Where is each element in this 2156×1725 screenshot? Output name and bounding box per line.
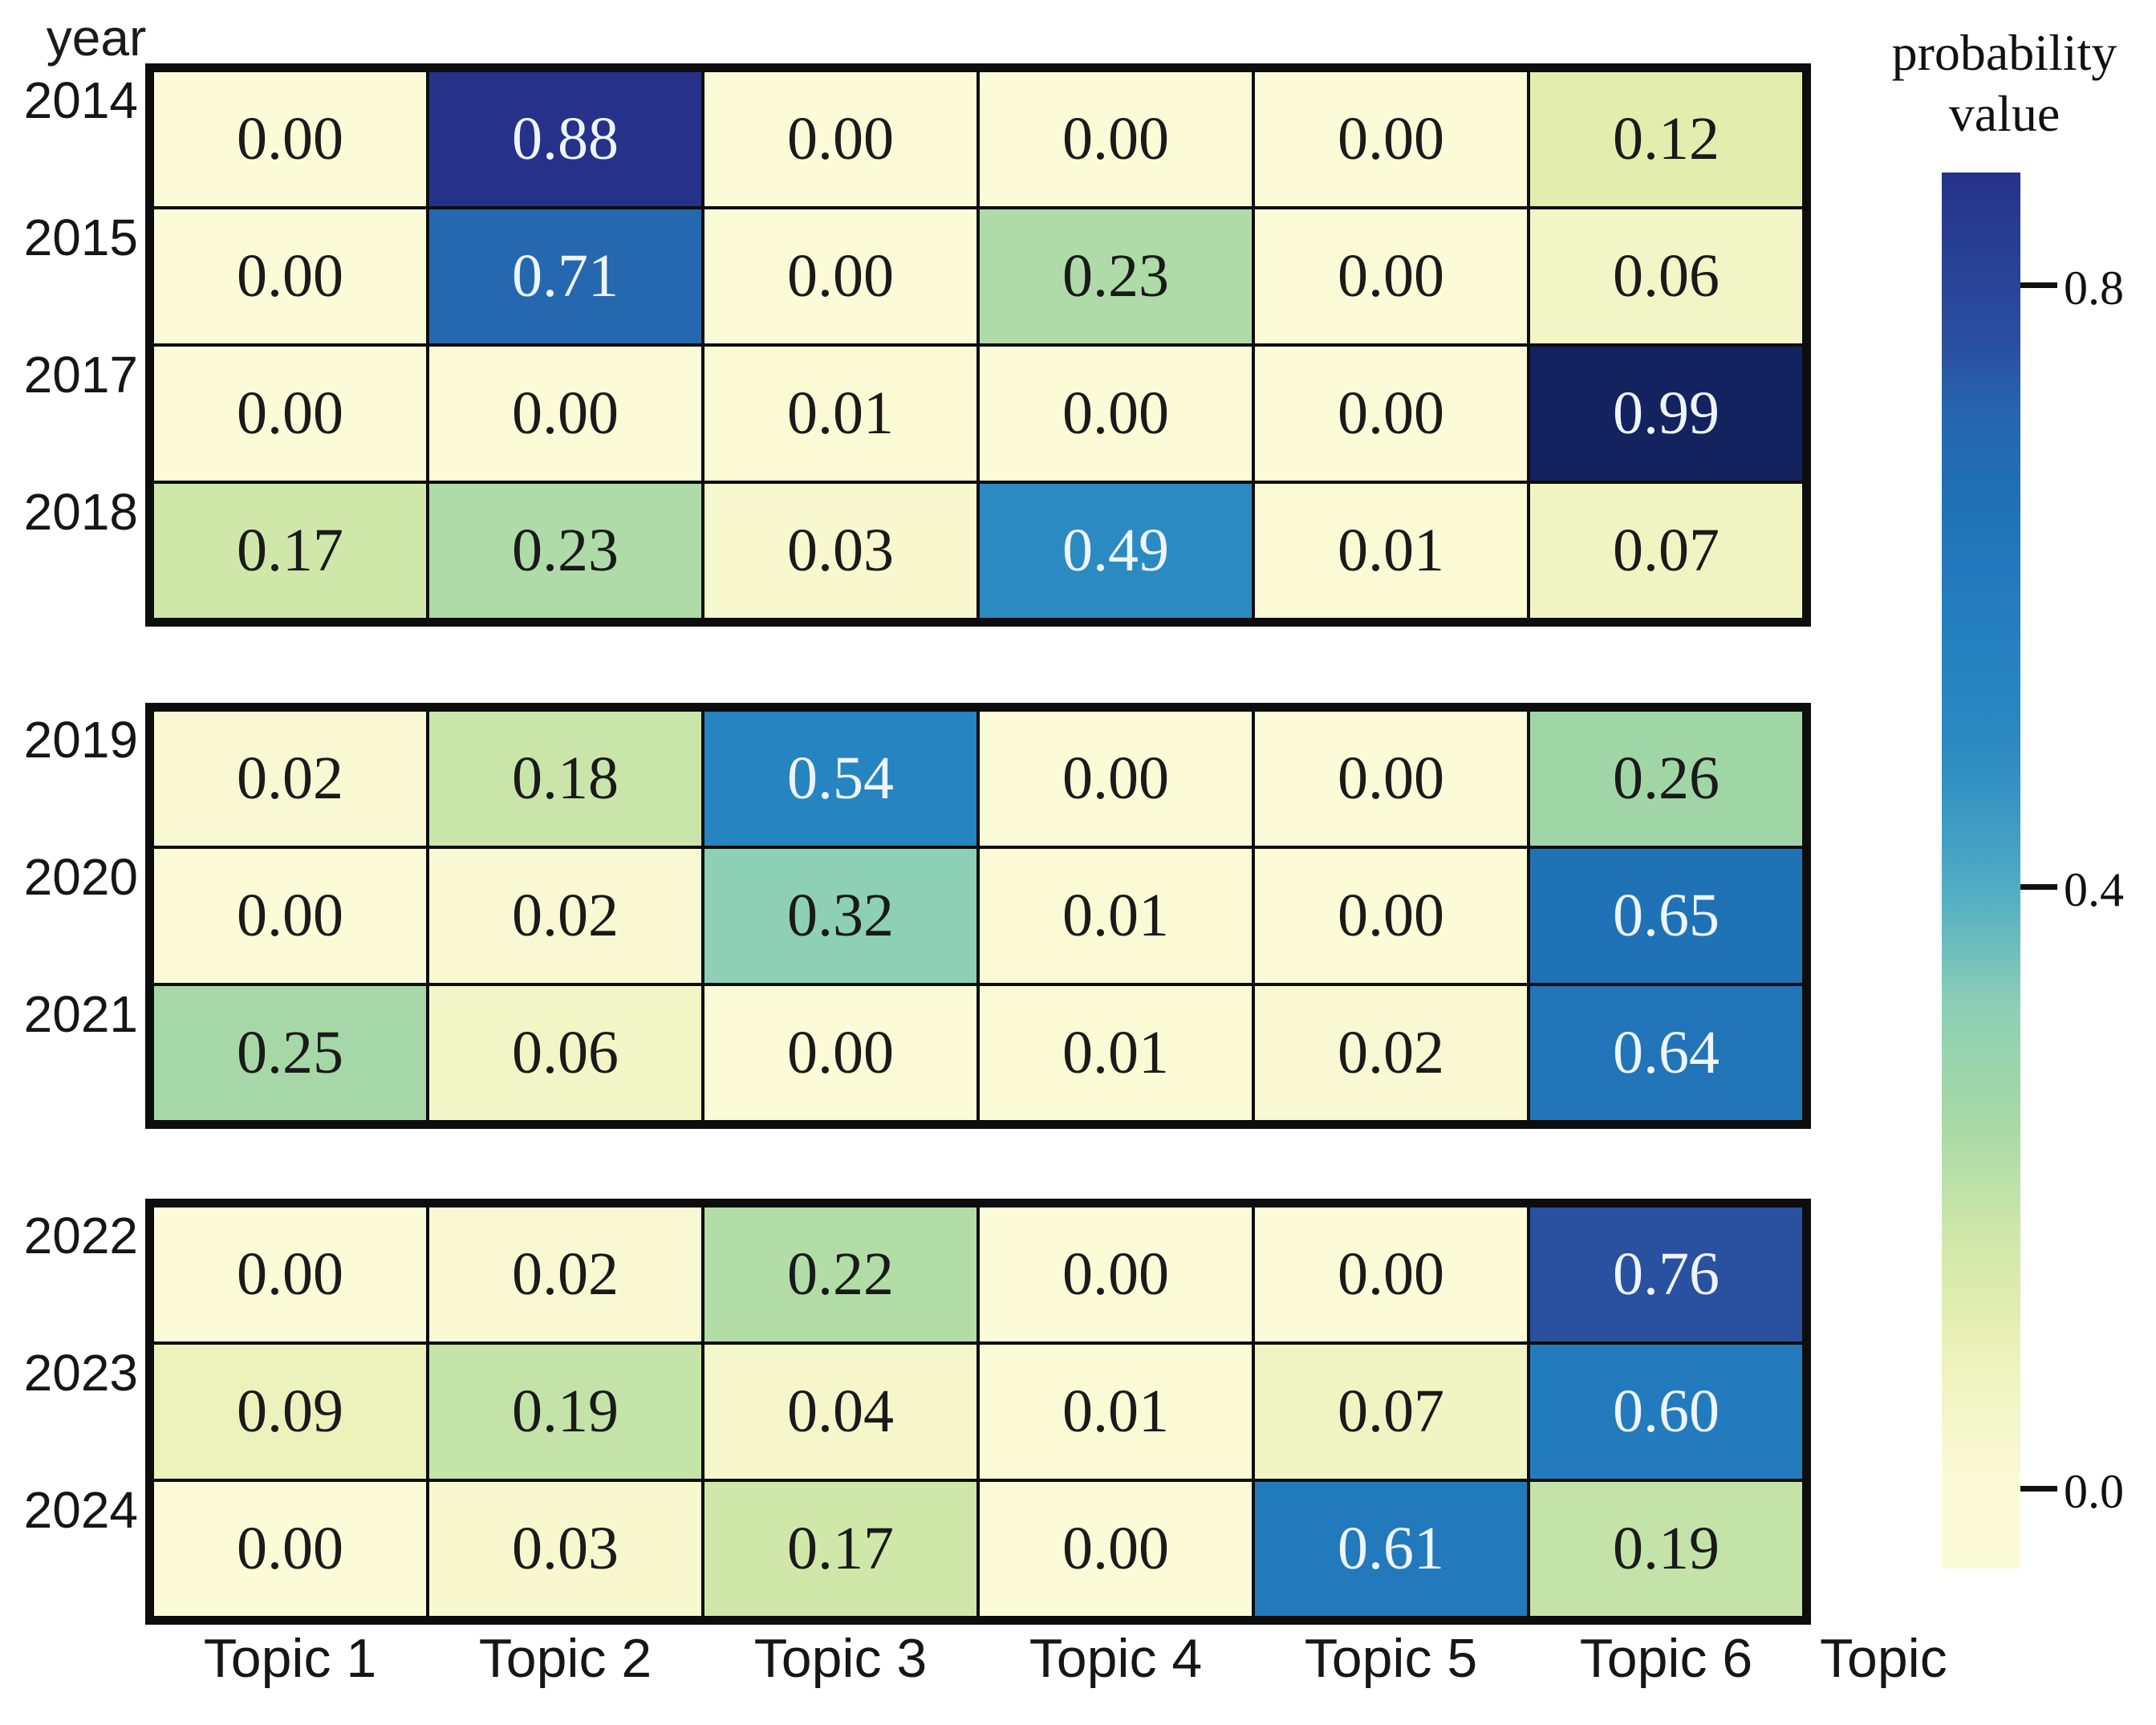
heatmap-cell: 0.61 <box>1253 1480 1529 1617</box>
heatmap-cell: 0.19 <box>428 1343 703 1480</box>
heatmap-cell: 0.00 <box>428 345 703 482</box>
heatmap-cell: 0.00 <box>152 71 428 208</box>
row-label: 2020 <box>23 848 138 906</box>
colorbar-title: probability value <box>1862 22 2147 144</box>
heatmap-cell: 0.22 <box>703 1206 978 1343</box>
heatmap-cell: 0.54 <box>703 710 978 847</box>
heatmap-cell: 0.64 <box>1529 984 1804 1122</box>
colorbar-title-line2: value <box>1948 85 2061 142</box>
heatmap-cell: 0.23 <box>428 482 703 619</box>
heatmap-block: 0.00 0.02 0.22 0.00 0.00 0.76 0.09 0.19 0.04 0.01… <box>145 1199 1811 1625</box>
heatmap-cell: 0.00 <box>152 208 428 345</box>
colorbar-tick-mark <box>2020 1486 2057 1492</box>
heatmap-cell: 0.00 <box>703 71 978 208</box>
row-label: 2021 <box>23 985 138 1043</box>
column-label: Topic 1 <box>203 1628 377 1689</box>
heatmap-cell: 0.00 <box>978 71 1253 208</box>
row-label: 2018 <box>23 483 138 541</box>
heatmap-cell: 0.00 <box>703 208 978 345</box>
column-label: Topic 6 <box>1579 1628 1753 1689</box>
heatmap-cell: 0.88 <box>428 71 703 208</box>
heatmap-cell: 0.02 <box>1253 984 1529 1122</box>
colorbar-tick-label: 0.0 <box>2064 1464 2124 1518</box>
heatmap-cell: 0.65 <box>1529 847 1804 984</box>
heatmap-cell: 0.03 <box>703 482 978 619</box>
heatmap-cell: 0.07 <box>1253 1343 1529 1480</box>
heatmap-block: 0.00 0.88 0.00 0.00 0.00 0.12 0.00 0.71 0.00 0.23… <box>145 63 1811 627</box>
heatmap-cell: 0.32 <box>703 847 978 984</box>
x-axis-title: Topic <box>1820 1628 1947 1689</box>
heatmap-cell: 0.99 <box>1529 345 1804 482</box>
colorbar-tick-mark <box>2020 884 2057 891</box>
row-label: 2022 <box>23 1207 138 1264</box>
heatmap-cell: 0.00 <box>152 345 428 482</box>
colorbar-tick-mark <box>2020 282 2057 289</box>
heatmap-cell: 0.02 <box>428 847 703 984</box>
heatmap-cell: 0.49 <box>978 482 1253 619</box>
heatmap-cell: 0.00 <box>978 345 1253 482</box>
row-label: 2017 <box>23 346 138 404</box>
heatmap-cell: 0.19 <box>1529 1480 1804 1617</box>
colorbar <box>1942 172 2020 1569</box>
row-label: 2015 <box>23 209 138 266</box>
heatmap-cell: 0.02 <box>428 1206 703 1343</box>
heatmap-cell: 0.76 <box>1529 1206 1804 1343</box>
column-label: Topic 3 <box>753 1628 928 1689</box>
heatmap-cell: 0.00 <box>978 1206 1253 1343</box>
column-label: Topic 4 <box>1029 1628 1203 1689</box>
heatmap-cell: 0.00 <box>1253 208 1529 345</box>
colorbar-tick-label: 0.4 <box>2064 862 2124 916</box>
row-label: 2024 <box>23 1481 138 1539</box>
heatmap-cell: 0.01 <box>978 847 1253 984</box>
heatmap-cell: 0.00 <box>1253 1206 1529 1343</box>
heatmap-cell: 0.02 <box>152 710 428 847</box>
row-label: 2023 <box>23 1344 138 1402</box>
heatmap-cell: 0.00 <box>152 847 428 984</box>
heatmap-cell: 0.23 <box>978 208 1253 345</box>
heatmap-cell: 0.01 <box>978 1343 1253 1480</box>
heatmap-cell: 0.07 <box>1529 482 1804 619</box>
heatmap-cell: 0.00 <box>703 984 978 1122</box>
heatmap-cell: 0.04 <box>703 1343 978 1480</box>
heatmap-cell: 0.25 <box>152 984 428 1122</box>
heatmap-cell: 0.00 <box>978 1480 1253 1617</box>
heatmap-cell: 0.06 <box>1529 208 1804 345</box>
heatmap-cell: 0.03 <box>428 1480 703 1617</box>
heatmap-cell: 0.18 <box>428 710 703 847</box>
heatmap-cell: 0.17 <box>703 1480 978 1617</box>
row-label: 2019 <box>23 711 138 769</box>
heatmap-block: 0.02 0.18 0.54 0.00 0.00 0.26 0.00 0.02 0.32 0.01… <box>145 703 1811 1129</box>
heatmap-cell: 0.00 <box>152 1480 428 1617</box>
heatmap-cell: 0.00 <box>152 1206 428 1343</box>
row-label: 2014 <box>23 71 138 129</box>
heatmap-cell: 0.17 <box>152 482 428 619</box>
heatmap-cell: 0.60 <box>1529 1343 1804 1480</box>
heatmap-cell: 0.06 <box>428 984 703 1122</box>
heatmap-cell: 0.00 <box>1253 847 1529 984</box>
column-label: Topic 2 <box>478 1628 652 1689</box>
column-label: Topic 5 <box>1304 1628 1478 1689</box>
heatmap-cell: 0.00 <box>978 710 1253 847</box>
y-axis-title: year <box>46 9 147 67</box>
heatmap-cell: 0.00 <box>1253 71 1529 208</box>
heatmap-cell: 0.09 <box>152 1343 428 1480</box>
heatmap-cell: 0.00 <box>1253 710 1529 847</box>
heatmap-cell: 0.01 <box>978 984 1253 1122</box>
heatmap-cell: 0.01 <box>703 345 978 482</box>
heatmap-cell: 0.71 <box>428 208 703 345</box>
heatmap-cell: 0.01 <box>1253 482 1529 619</box>
colorbar-title-line1: probability <box>1891 24 2117 81</box>
heatmap-cell: 0.00 <box>1253 345 1529 482</box>
heatmap-cell: 0.26 <box>1529 710 1804 847</box>
colorbar-tick-label: 0.8 <box>2064 261 2124 315</box>
heatmap-cell: 0.12 <box>1529 71 1804 208</box>
